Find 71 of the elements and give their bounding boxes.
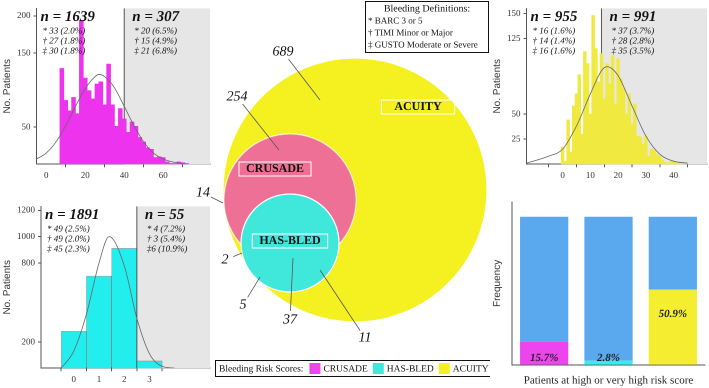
x-tick-label: 0	[44, 170, 49, 180]
text: 5	[240, 298, 246, 313]
annotation: ‡ 16 (1.6%)	[532, 45, 576, 56]
y-tick-label: 800	[22, 257, 36, 268]
annotation: † 15 (4.9%)	[134, 35, 177, 46]
x-tick-label: 60	[158, 170, 168, 180]
y-tick-label: 125	[507, 32, 521, 43]
data-label: 2.8%	[596, 352, 620, 364]
annotation: † 14 (1.4%)	[532, 35, 576, 46]
legend-label: ACUITY	[452, 364, 489, 374]
y-tick-label: 200	[17, 10, 31, 20]
x-tick-label: 40	[120, 170, 130, 180]
x-tick-label: 0	[560, 170, 566, 180]
annotation: n = 1639	[40, 8, 96, 25]
x-tick-label: 3	[147, 374, 152, 384]
text: 11	[358, 330, 372, 346]
text: ‡ GUSTO Moderate or Severe	[368, 39, 478, 50]
annotation: * 4 (7.2%)	[146, 223, 186, 234]
y-tick-label: 1200	[17, 204, 36, 215]
annotation: ‡ 21 (6.8%)	[134, 45, 177, 56]
annotation: n = 55	[144, 206, 185, 223]
text: 14	[196, 186, 210, 201]
text: 2	[222, 252, 228, 268]
text: ACUITY	[394, 99, 442, 114]
y-axis-title: No. Patients	[2, 260, 13, 315]
data-label: 15.7%	[530, 352, 558, 364]
annotation: † 28 (2.8%)	[611, 35, 654, 46]
x-tick-label: 40	[669, 170, 679, 180]
legend-label: CRUSADE	[323, 364, 368, 374]
text: Bleeding Definitions:	[384, 4, 470, 15]
annotation: n = 307	[132, 8, 180, 25]
y-tick-label: 200	[22, 336, 36, 346]
annotation: ‡ 35 (3.5%)	[611, 45, 654, 56]
y-tick-label: 50	[512, 108, 521, 118]
text: 254	[226, 90, 248, 105]
annotation: ‡6 (10.9%)	[146, 243, 188, 254]
annotation: * 49 (2.5%)	[47, 223, 90, 234]
x-tick-label: 2	[122, 374, 126, 384]
x-tick-label: 0	[72, 374, 77, 384]
annotation: n = 1891	[45, 206, 100, 223]
text: 37	[282, 312, 298, 328]
text: HAS-BLED	[259, 233, 321, 248]
y-axis-title: No. Patients	[492, 59, 503, 114]
text: CRUSADE	[246, 161, 304, 176]
annotation: ‡ 45 (2.3%)	[47, 243, 90, 254]
legend-label: HAS-BLED	[386, 364, 434, 374]
y-axis-title: Frequency	[492, 260, 503, 308]
annotation: * 20 (6.5%)	[134, 25, 177, 36]
data-label: 50.9%	[658, 308, 688, 320]
annotation: * 37 (3.7%)	[611, 25, 654, 36]
annotation: n = 991	[609, 8, 656, 25]
annotation: n = 955	[530, 8, 578, 25]
x-axis-title: Patients at high or very high risk score	[524, 374, 694, 386]
text: 689	[272, 44, 294, 60]
y-axis-title: No. Patients	[2, 59, 13, 114]
y-tick-label: 150	[507, 8, 521, 18]
y-tick-label: 1000	[17, 231, 36, 242]
legend-title: Bleeding Risk Scores:	[219, 364, 304, 374]
y-tick-label: 50	[22, 121, 31, 132]
x-tick-label: 20	[614, 170, 624, 180]
y-tick-label: 150	[17, 47, 31, 58]
annotation: † 49 (2.0%)	[47, 233, 90, 244]
text: † TIMI Minor or Major	[368, 27, 453, 38]
annotation: * 16 (1.6%)	[532, 25, 576, 36]
x-tick-label: 10	[586, 170, 596, 180]
x-tick-label: 30	[641, 170, 651, 180]
x-tick-label: 20	[80, 170, 90, 180]
x-tick-label: 1	[96, 374, 102, 384]
y-tick-label: 25	[512, 133, 521, 144]
text: * BARC 3 or 5	[368, 15, 424, 26]
annotation: † 3 (5.4%)	[146, 233, 186, 244]
